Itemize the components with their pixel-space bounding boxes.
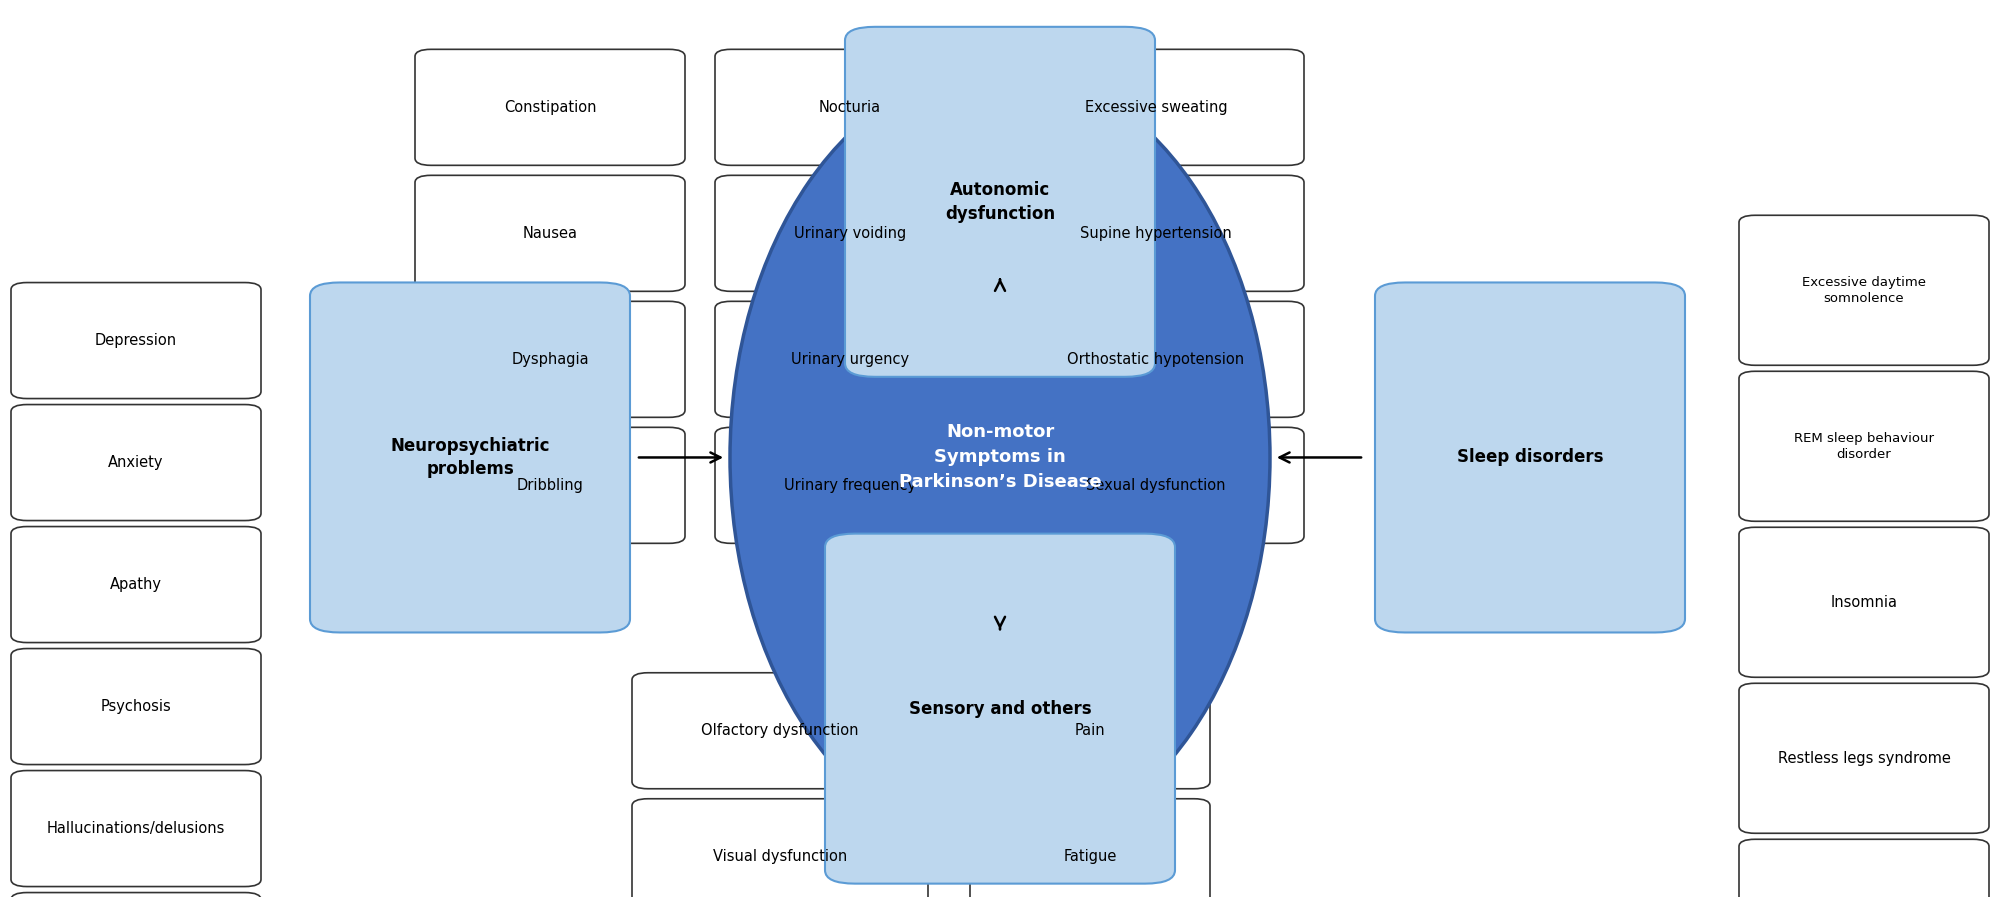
FancyBboxPatch shape xyxy=(716,175,984,292)
FancyBboxPatch shape xyxy=(12,649,260,764)
FancyBboxPatch shape xyxy=(1376,283,1684,632)
Text: Excessive daytime
somnolence: Excessive daytime somnolence xyxy=(1802,276,1926,304)
Text: Supine hypertension: Supine hypertension xyxy=(1080,226,1232,240)
Text: Urinary voiding: Urinary voiding xyxy=(794,226,906,240)
FancyBboxPatch shape xyxy=(1740,684,1988,833)
Text: Apathy: Apathy xyxy=(110,577,162,592)
Text: Sexual dysfunction: Sexual dysfunction xyxy=(1086,478,1226,492)
FancyBboxPatch shape xyxy=(12,771,260,886)
Text: Sleep disorders: Sleep disorders xyxy=(1456,448,1604,466)
FancyBboxPatch shape xyxy=(416,175,684,292)
FancyBboxPatch shape xyxy=(1740,840,1988,897)
FancyBboxPatch shape xyxy=(970,798,1210,897)
FancyBboxPatch shape xyxy=(1008,175,1304,292)
FancyBboxPatch shape xyxy=(632,798,928,897)
Text: Non-motor
Symptoms in
Parkinson’s Disease: Non-motor Symptoms in Parkinson’s Diseas… xyxy=(898,423,1102,492)
Text: Neuropsychiatric
problems: Neuropsychiatric problems xyxy=(390,437,550,478)
FancyBboxPatch shape xyxy=(12,283,260,398)
Text: Urinary urgency: Urinary urgency xyxy=(790,352,910,367)
FancyBboxPatch shape xyxy=(416,49,684,165)
FancyBboxPatch shape xyxy=(1740,371,1988,521)
Text: Psychosis: Psychosis xyxy=(100,699,172,714)
FancyBboxPatch shape xyxy=(826,534,1174,884)
Text: Visual dysfunction: Visual dysfunction xyxy=(712,849,848,864)
Text: Sensory and others: Sensory and others xyxy=(908,700,1092,718)
Text: Pain: Pain xyxy=(1074,723,1106,738)
FancyBboxPatch shape xyxy=(844,27,1156,377)
FancyBboxPatch shape xyxy=(310,283,630,632)
Text: Depression: Depression xyxy=(94,333,178,348)
Ellipse shape xyxy=(730,67,1270,848)
Text: Dysphagia: Dysphagia xyxy=(512,352,588,367)
Text: Urinary frequency: Urinary frequency xyxy=(784,478,916,492)
FancyBboxPatch shape xyxy=(632,673,928,788)
FancyBboxPatch shape xyxy=(716,427,984,544)
FancyBboxPatch shape xyxy=(970,673,1210,788)
FancyBboxPatch shape xyxy=(416,427,684,544)
Text: Nausea: Nausea xyxy=(522,226,578,240)
FancyBboxPatch shape xyxy=(1740,215,1988,365)
FancyBboxPatch shape xyxy=(416,301,684,417)
Text: Hallucinations/delusions: Hallucinations/delusions xyxy=(46,821,226,836)
FancyBboxPatch shape xyxy=(12,405,260,520)
FancyBboxPatch shape xyxy=(1008,49,1304,165)
Text: Constipation: Constipation xyxy=(504,100,596,115)
Text: Fatigue: Fatigue xyxy=(1064,849,1116,864)
Text: REM sleep behaviour
disorder: REM sleep behaviour disorder xyxy=(1794,432,1934,460)
Text: Nocturia: Nocturia xyxy=(818,100,882,115)
FancyBboxPatch shape xyxy=(716,301,984,417)
FancyBboxPatch shape xyxy=(1008,427,1304,544)
Text: Restless legs syndrome: Restless legs syndrome xyxy=(1778,751,1950,766)
Text: Anxiety: Anxiety xyxy=(108,455,164,470)
FancyBboxPatch shape xyxy=(716,49,984,165)
FancyBboxPatch shape xyxy=(1008,301,1304,417)
FancyBboxPatch shape xyxy=(1740,527,1988,677)
FancyBboxPatch shape xyxy=(12,527,260,642)
Text: Orthostatic hypotension: Orthostatic hypotension xyxy=(1068,352,1244,367)
Text: Dribbling: Dribbling xyxy=(516,478,584,492)
Text: Insomnia: Insomnia xyxy=(1830,595,1898,610)
Text: Olfactory dysfunction: Olfactory dysfunction xyxy=(702,723,858,738)
Text: Autonomic
dysfunction: Autonomic dysfunction xyxy=(944,181,1056,222)
FancyBboxPatch shape xyxy=(12,893,260,897)
Text: Excessive sweating: Excessive sweating xyxy=(1084,100,1228,115)
